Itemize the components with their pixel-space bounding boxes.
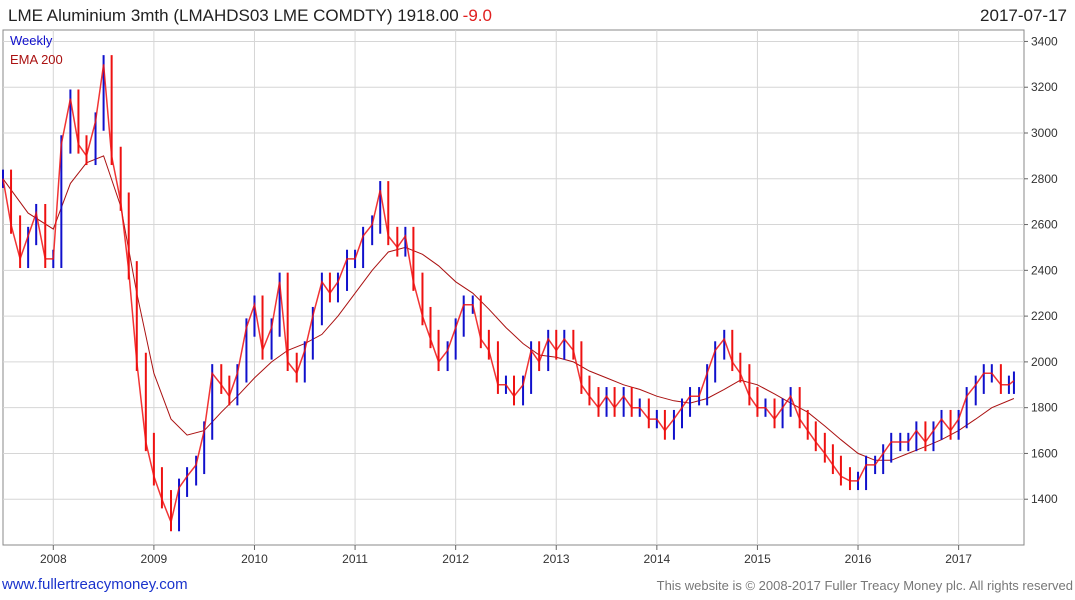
y-tick-label: 3200 [1031,80,1058,94]
y-tick-label: 2200 [1031,309,1058,323]
y-tick-label: 1400 [1031,492,1058,506]
chart-title: LME Aluminium 3mth (LMAHDS03 LME COMDTY)… [8,6,492,26]
y-tick-label: 1800 [1031,401,1058,415]
y-tick-label: 2600 [1031,218,1058,232]
x-tick-label: 2011 [342,552,368,566]
plot-area [2,29,1025,546]
y-tick-label: 2400 [1031,263,1058,277]
website-link[interactable]: www.fullertreacymoney.com [2,576,188,593]
legend-ema-200: EMA 200 [10,52,63,67]
x-tick-label: 2008 [40,552,67,566]
x-tick-label: 2013 [543,552,570,566]
y-tick-label: 3400 [1031,34,1058,48]
y-tick-label: 2800 [1031,172,1058,186]
x-tick-label: 2016 [845,552,872,566]
x-tick-label: 2009 [141,552,168,566]
weekly-price-line [2,64,1015,525]
x-tick-label: 2010 [241,552,268,566]
legend-weekly: Weekly [10,33,53,48]
chart-title-text: LME Aluminium 3mth (LMAHDS03 LME COMDTY)… [8,6,459,25]
copyright-notice: This website is © 2008-2017 Fuller Treac… [656,578,1073,593]
price-change: -9.0 [462,6,492,25]
ema-200-line [2,155,1015,461]
x-tick-label: 2015 [744,552,771,566]
x-tick-label: 2014 [643,552,670,566]
x-tick-label: 2012 [442,552,469,566]
x-tick-label: 2017 [945,552,972,566]
chart-date: 2017-07-17 [980,6,1067,25]
y-tick-label: 1600 [1031,446,1058,460]
y-tick-label: 2000 [1031,355,1058,369]
y-tick-label: 3000 [1031,126,1058,140]
